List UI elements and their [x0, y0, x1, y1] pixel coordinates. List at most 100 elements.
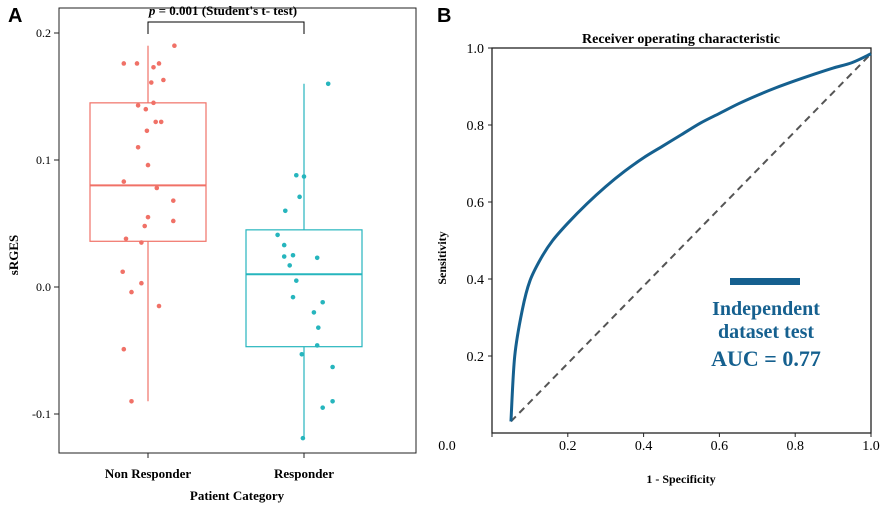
x-tick-label: 0.4	[635, 439, 653, 454]
panel-a-points	[120, 43, 335, 441]
data-point	[153, 119, 158, 125]
data-point	[134, 61, 140, 66]
data-point	[135, 145, 141, 150]
data-point	[283, 208, 288, 214]
chance-diagonal-line	[510, 53, 872, 423]
data-point	[121, 179, 127, 184]
data-point	[123, 236, 129, 242]
data-point	[121, 346, 127, 352]
panel-b-x-axis: 0.2 0.4 0.6 0.8 1.0 0.0	[438, 433, 880, 454]
data-point	[139, 280, 144, 286]
x-tick-label: 1.0	[862, 439, 880, 454]
box-non-responder	[89, 45, 207, 402]
legend-line-2: dataset test	[718, 321, 814, 343]
data-point	[142, 223, 147, 229]
data-point	[281, 254, 287, 259]
data-point	[330, 364, 335, 370]
data-point	[287, 263, 293, 268]
roc-curve-line	[509, 52, 872, 422]
p-value-text: = 0.001 (Student's t- test)	[155, 3, 297, 18]
x-tick-label: Non Responder	[105, 466, 192, 481]
legend-line-1: Independent	[712, 298, 820, 320]
data-point	[281, 242, 287, 248]
data-point	[144, 128, 150, 134]
data-point	[301, 174, 307, 179]
data-point	[320, 405, 326, 410]
data-point	[290, 294, 296, 300]
data-point	[145, 214, 151, 220]
data-point	[151, 100, 156, 106]
data-point	[151, 64, 156, 70]
data-point	[145, 162, 151, 168]
p-symbol: p	[148, 3, 156, 18]
p-value-annotation: p = 0.001 (Student's t- test)	[147, 3, 305, 34]
panel-b-series	[509, 52, 872, 423]
data-point	[294, 278, 299, 283]
data-point	[171, 198, 176, 203]
panel-b-xlabel: 1 - Specificity	[646, 472, 715, 486]
data-point	[330, 399, 335, 404]
data-point	[158, 119, 164, 125]
panel-a-boxes	[89, 45, 363, 439]
data-point	[129, 289, 134, 295]
data-point	[316, 325, 321, 330]
roc-legend: Independent dataset test AUC = 0.77	[711, 278, 821, 371]
panel-b-plot-frame	[491, 47, 872, 434]
panel-a-boxplot: -0.1 0.0 0.1 0.2 Non Responder Responder sRG…	[6, 3, 417, 503]
significance-bracket	[147, 21, 305, 34]
data-point	[121, 61, 127, 66]
data-point	[143, 106, 149, 112]
y-tick-label: 0.4	[467, 273, 485, 288]
panel-a-xlabel: Patient Category	[190, 488, 285, 503]
data-point	[297, 194, 302, 200]
y-tick-label: 0.2	[467, 350, 485, 365]
y-tick-label: 1.0	[467, 42, 485, 57]
data-point	[290, 252, 296, 258]
svg-text:p = 0.001 (Student's t- test): p = 0.001 (Student's t- test)	[148, 3, 297, 18]
x-tick-label: 0.6	[711, 439, 729, 454]
panel-label-b: B	[437, 5, 451, 27]
y-tick-label: -0.1	[32, 407, 51, 421]
data-point	[154, 185, 160, 191]
panel-b-y-axis: 0.2 0.4 0.6 0.8 1.0	[467, 42, 492, 365]
data-point	[314, 255, 320, 261]
data-point	[161, 77, 166, 83]
box-iqr	[245, 229, 363, 348]
box-iqr	[89, 102, 207, 242]
data-point	[294, 172, 299, 178]
data-point	[325, 81, 331, 87]
data-point	[300, 435, 306, 441]
y-tick-label: 0.6	[467, 196, 485, 211]
data-point	[172, 43, 177, 48]
data-point	[139, 240, 144, 245]
data-point	[314, 343, 320, 348]
panel-a-ylabel: sRGES	[6, 235, 21, 275]
data-point	[311, 310, 317, 315]
x-tick-label: 0.2	[559, 439, 577, 454]
x-tick-label: 0.8	[786, 439, 804, 454]
y-tick-label: 0.0	[36, 280, 51, 294]
panel-b-ylabel: Sensitivity	[435, 231, 449, 284]
panel-b-roc: Receiver operating characteristic 0.2 0.4…	[435, 32, 880, 486]
data-point	[156, 61, 162, 66]
legend-swatch	[730, 278, 800, 285]
data-point	[135, 103, 141, 108]
x-tick-label: Responder	[274, 466, 334, 481]
y-tick-label: 0.1	[36, 153, 51, 167]
y-tick-label: 0.2	[36, 26, 51, 40]
panel-a-plot-frame	[58, 7, 417, 454]
data-point	[129, 399, 134, 404]
panel-label-a: A	[8, 5, 22, 27]
panel-b-title: Receiver operating characteristic	[582, 32, 780, 47]
panel-a-x-axis: Non Responder Responder	[105, 453, 334, 481]
data-point	[275, 232, 280, 238]
data-point	[149, 80, 154, 85]
x-tick-label: 0.0	[438, 439, 456, 454]
data-point	[320, 299, 326, 305]
data-point	[299, 352, 305, 357]
legend-auc: AUC = 0.77	[711, 346, 821, 371]
y-tick-label: 0.8	[467, 119, 485, 134]
data-point	[156, 303, 162, 309]
panel-a-y-axis: -0.1 0.0 0.1 0.2	[32, 26, 59, 421]
